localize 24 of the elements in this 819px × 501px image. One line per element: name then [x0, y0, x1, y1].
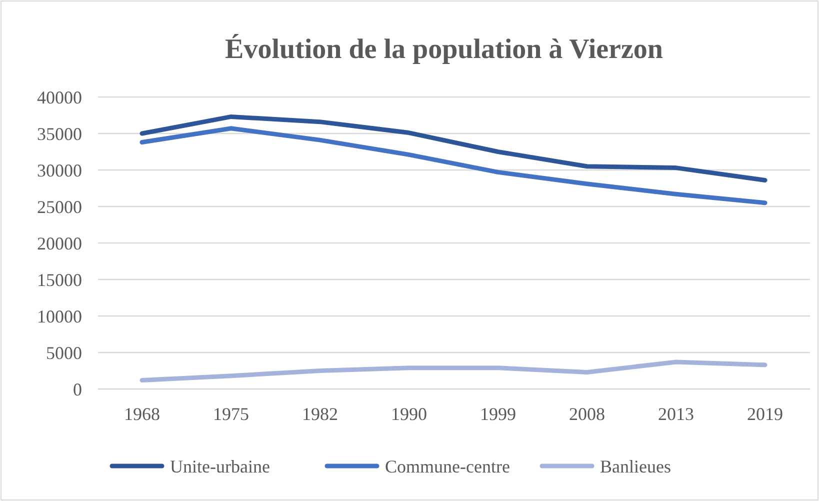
- y-tick-label: 40000: [37, 87, 82, 108]
- x-tick-label: 1968: [124, 404, 160, 424]
- line-series: [140, 126, 768, 206]
- legend-label: Unite-urbaine: [170, 456, 270, 476]
- y-tick-label: 20000: [37, 233, 82, 254]
- x-tick-label: 1999: [480, 404, 516, 424]
- line-series: [140, 114, 768, 182]
- x-tick-label: 2008: [569, 404, 605, 424]
- y-tick-label: 10000: [37, 306, 82, 326]
- x-tick-label: 2013: [658, 404, 694, 424]
- x-tick-label: 1975: [213, 404, 249, 424]
- legend-label: Commune-centre: [385, 456, 510, 476]
- x-tick-label: 2019: [747, 404, 783, 424]
- y-tick-label: 0: [73, 379, 82, 400]
- y-tick-label: 30000: [37, 160, 82, 180]
- legend-label: Banlieues: [600, 456, 671, 476]
- line-series: [140, 360, 768, 382]
- chart-title: Évolution de la population à Vierzon: [225, 33, 664, 65]
- x-tick-label: 1982: [302, 404, 338, 424]
- y-tick-label: 35000: [37, 124, 82, 144]
- y-tick-label: 15000: [37, 270, 82, 290]
- y-tick-label: 25000: [37, 196, 82, 217]
- y-tick-label: 5000: [46, 342, 82, 363]
- x-tick-label: 1990: [391, 404, 427, 424]
